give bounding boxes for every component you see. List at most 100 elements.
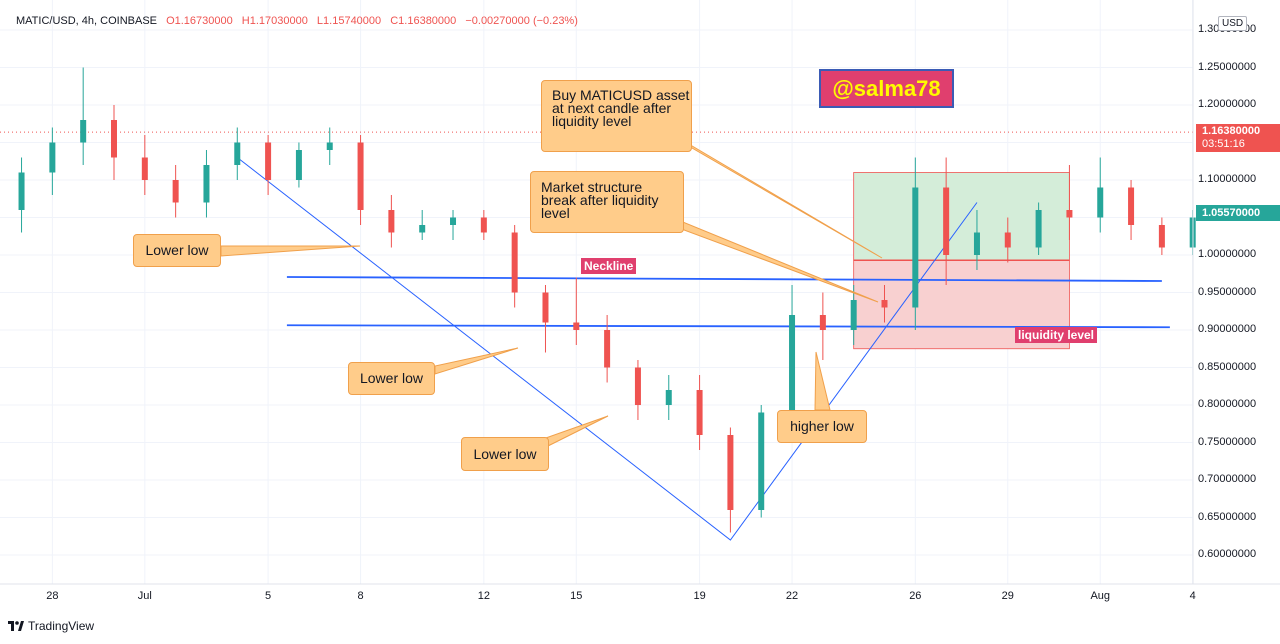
candle-body [265, 142, 272, 180]
candle-body [511, 232, 518, 293]
price-tick-label: 0.60000000 [1198, 548, 1257, 560]
candle-body [295, 150, 302, 180]
higher-low-pointer [814, 351, 831, 411]
change-value: −0.00270000 (−0.23%) [465, 15, 578, 27]
close-value: C1.16380000 [390, 15, 457, 27]
secondary-price-value: 1.05570000 [1202, 207, 1261, 219]
candle-body [819, 315, 826, 330]
price-tick-label: 1.00000000 [1198, 248, 1257, 260]
candle-body [912, 187, 919, 308]
market-structure-note[interactable]: Market structure break after liquidity l… [530, 171, 684, 233]
time-tick-label: 8 [357, 590, 364, 602]
candle-body [973, 232, 980, 255]
tradingview-logo-icon [8, 621, 24, 631]
candle-body [758, 412, 765, 510]
lower-low-text-1: Lower low [145, 242, 209, 258]
candle-body [450, 217, 457, 225]
time-tick-label: 22 [785, 590, 799, 602]
neckline-label[interactable]: Neckline [581, 258, 637, 274]
countdown-value: 03:51:16 [1202, 138, 1245, 150]
candle-body [850, 300, 857, 330]
price-tick-label: 0.75000000 [1198, 435, 1257, 448]
candle-body [542, 292, 549, 323]
profit-zone [853, 172, 1070, 261]
candle-body [696, 390, 703, 435]
watermark-text: TradingView [28, 619, 95, 633]
time-tick-label: 19 [693, 590, 706, 602]
price-tick-label: 0.65000000 [1198, 510, 1257, 523]
lower-low-pointer-2 [434, 347, 519, 375]
candle-body [141, 157, 148, 180]
symbol-header: MATIC/USD, 4h, COINBASE O1.16730000 H1.1… [16, 15, 584, 27]
candle-body [634, 367, 641, 405]
candle-body [80, 120, 87, 143]
candle-body [604, 330, 611, 368]
lower-low-note-1[interactable]: Lower low [133, 234, 221, 267]
current-price-tag: 1.16380000 03:51:16 [1196, 124, 1280, 152]
candle-body [49, 142, 56, 173]
market-structure-pointer [676, 218, 879, 303]
candle-body [18, 172, 25, 210]
symbol-label[interactable]: MATIC/USD, 4h, COINBASE [16, 15, 157, 27]
candle-body [419, 225, 426, 233]
higher-low-note[interactable]: higher low [777, 410, 867, 443]
lower-low-pointer-3 [538, 415, 609, 447]
lower-low-pointer-1 [220, 245, 361, 257]
lower-low-text-2: Lower low [359, 370, 424, 386]
candle-body [480, 217, 487, 233]
candle-body [573, 322, 580, 330]
market-structure-note-text: Market structure break after liquidity l… [541, 179, 659, 221]
candle-body [203, 165, 210, 203]
time-tick-label: Jul [137, 590, 152, 602]
lower-low-text-3: Lower low [473, 446, 537, 462]
current-price-value: 1.16380000 [1202, 125, 1261, 137]
candle-body [1097, 187, 1104, 218]
callout-pointers [220, 139, 883, 447]
liquidity-level-line [286, 324, 1170, 329]
price-tick-label: 0.90000000 [1198, 323, 1257, 335]
currency-badge[interactable]: USD [1218, 16, 1248, 31]
higher-low-text: higher low [790, 418, 854, 434]
candle-body [357, 142, 364, 210]
candle-body [665, 390, 672, 405]
candle-body [943, 187, 950, 255]
candle-body [111, 120, 117, 158]
price-tick-label: 0.85000000 [1198, 360, 1257, 373]
candle-body [789, 315, 796, 413]
secondary-price-tag: 1.05570000 [1196, 205, 1280, 221]
price-tick-label: 0.80000000 [1198, 398, 1257, 410]
buy-note-text: Buy MATICUSD asset at next candle after … [552, 87, 690, 129]
lower-low-note-3[interactable]: Lower low [461, 437, 549, 471]
price-tick-label: 1.20000000 [1198, 98, 1257, 110]
v-pattern-trendline [236, 157, 978, 541]
time-tick-label: 15 [570, 590, 583, 602]
time-tick-label: 12 [477, 590, 490, 602]
price-tick-label: 0.95000000 [1198, 285, 1257, 298]
candle-body [388, 210, 395, 233]
trend-lines [236, 157, 1170, 541]
candle-body [1066, 210, 1073, 218]
candle-body [727, 435, 734, 510]
tradingview-watermark[interactable]: TradingView [8, 619, 94, 633]
lower-low-note-2[interactable]: Lower low [348, 362, 435, 395]
price-tick-label: 0.70000000 [1198, 473, 1257, 485]
open-value: O1.16730000 [166, 15, 233, 27]
price-tick-label: 1.10000000 [1198, 173, 1257, 185]
time-tick-label: 26 [909, 590, 922, 602]
candle-body [234, 142, 241, 165]
candle-body [1128, 187, 1135, 225]
time-tick-label: 28 [46, 590, 59, 602]
time-tick-label: 29 [1001, 590, 1014, 602]
high-value: H1.17030000 [241, 15, 308, 27]
time-tick-label: 5 [265, 590, 272, 602]
time-tick-label: Aug [1090, 590, 1111, 602]
buy-note[interactable]: Buy MATICUSD asset at next candle after … [541, 80, 692, 152]
low-value: L1.15740000 [316, 15, 382, 27]
author-tag: @salma78 [819, 69, 954, 108]
liquidity-level-label[interactable]: liquidity level [1015, 327, 1098, 343]
candle-body [881, 300, 888, 308]
time-tick-label: 4 [1189, 590, 1196, 602]
candle-body [1158, 225, 1165, 248]
neckline-level-line [286, 276, 1162, 282]
